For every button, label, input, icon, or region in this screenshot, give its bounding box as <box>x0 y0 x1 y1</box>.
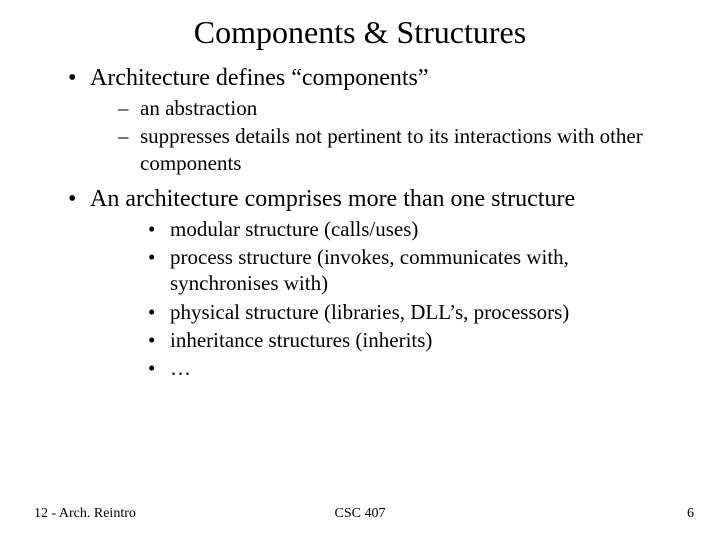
sub-text: physical structure (libraries, DLL’s, pr… <box>170 300 569 324</box>
slide: Components & Structures Architecture def… <box>0 0 720 540</box>
footer-center: CSC 407 <box>0 506 720 522</box>
sub-text: process structure (invokes, communicates… <box>170 245 569 295</box>
bullet-item-2: An architecture comprises more than one … <box>60 184 680 382</box>
bullet-text: Architecture defines “components” <box>90 65 429 91</box>
sub-item: inheritance structures (inherits) <box>148 327 680 353</box>
sub-item: suppresses details not pertinent to its … <box>118 123 680 176</box>
slide-content: Architecture defines “components” an abs… <box>0 63 720 381</box>
bullet-text: An architecture comprises more than one … <box>90 186 575 212</box>
sub-text: an abstraction <box>140 96 257 120</box>
sub-list-1: an abstraction suppresses details not pe… <box>90 95 680 176</box>
sub-text: modular structure (calls/uses) <box>170 217 418 241</box>
sub-list-2: modular structure (calls/uses) process s… <box>90 216 680 382</box>
bullet-item-1: Architecture defines “components” an abs… <box>60 63 680 176</box>
sub-item: … <box>148 355 680 381</box>
sub-item: an abstraction <box>118 95 680 121</box>
sub-item: physical structure (libraries, DLL’s, pr… <box>148 299 680 325</box>
sub-item: process structure (invokes, communicates… <box>148 244 680 297</box>
slide-title: Components & Structures <box>0 0 720 57</box>
sub-item: modular structure (calls/uses) <box>148 216 680 242</box>
sub-text: … <box>170 356 191 380</box>
bullet-list: Architecture defines “components” an abs… <box>60 63 680 381</box>
footer-page-number: 6 <box>687 506 694 522</box>
sub-text: inheritance structures (inherits) <box>170 328 432 352</box>
sub-text: suppresses details not pertinent to its … <box>140 124 643 174</box>
